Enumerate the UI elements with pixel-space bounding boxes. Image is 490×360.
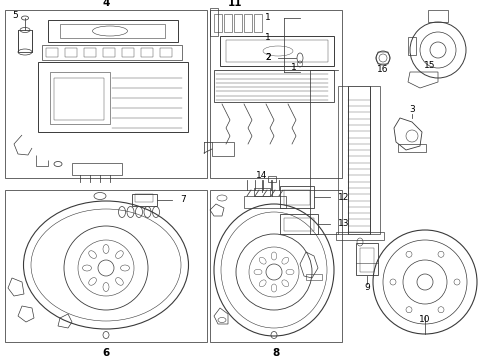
Bar bbox=[280, 214, 318, 234]
Text: 9: 9 bbox=[364, 284, 370, 292]
Bar bbox=[356, 243, 378, 275]
Text: 1: 1 bbox=[291, 63, 297, 72]
Bar bbox=[234, 14, 242, 32]
Text: 11: 11 bbox=[228, 0, 242, 8]
Bar bbox=[224, 14, 232, 32]
Bar bbox=[5, 10, 207, 178]
Bar bbox=[244, 196, 286, 208]
Text: 2: 2 bbox=[265, 54, 271, 63]
Bar bbox=[214, 14, 222, 32]
Text: 7: 7 bbox=[180, 195, 186, 204]
Bar bbox=[60, 24, 165, 38]
Bar bbox=[72, 163, 122, 175]
Text: 15: 15 bbox=[424, 62, 436, 71]
Text: 5: 5 bbox=[12, 12, 18, 21]
Text: 13: 13 bbox=[338, 220, 349, 229]
Bar bbox=[141, 48, 153, 57]
Bar bbox=[284, 190, 310, 205]
Text: 3: 3 bbox=[409, 105, 415, 114]
Bar bbox=[5, 190, 207, 342]
Bar bbox=[284, 218, 314, 231]
Bar bbox=[306, 274, 322, 280]
Bar bbox=[38, 62, 188, 132]
Bar bbox=[428, 10, 448, 22]
Bar bbox=[54, 78, 104, 120]
Bar bbox=[254, 14, 262, 32]
Bar bbox=[65, 48, 77, 57]
Text: 10: 10 bbox=[419, 315, 431, 324]
Bar bbox=[370, 86, 380, 234]
Text: 16: 16 bbox=[377, 64, 389, 73]
Bar bbox=[408, 37, 416, 55]
Bar bbox=[103, 48, 115, 57]
Bar bbox=[210, 10, 342, 178]
Bar bbox=[46, 48, 58, 57]
Bar bbox=[210, 190, 342, 342]
Text: 2: 2 bbox=[265, 54, 271, 63]
Bar bbox=[42, 45, 182, 60]
Bar bbox=[226, 40, 328, 62]
Bar bbox=[338, 86, 348, 234]
Bar bbox=[280, 186, 314, 208]
Bar bbox=[336, 232, 384, 240]
Text: 4: 4 bbox=[102, 0, 110, 8]
Bar bbox=[50, 72, 110, 124]
Bar bbox=[210, 8, 218, 36]
Bar bbox=[214, 70, 334, 102]
Text: 1: 1 bbox=[265, 33, 271, 42]
Text: 8: 8 bbox=[272, 348, 280, 358]
Bar bbox=[132, 194, 157, 206]
Bar bbox=[220, 36, 334, 66]
Bar bbox=[244, 14, 252, 32]
Text: 1: 1 bbox=[265, 13, 271, 22]
Bar bbox=[268, 176, 276, 182]
Text: 6: 6 bbox=[102, 348, 110, 358]
Bar bbox=[18, 30, 32, 52]
Text: 14: 14 bbox=[256, 171, 268, 180]
Bar bbox=[212, 142, 234, 156]
Text: 12: 12 bbox=[338, 193, 349, 202]
Bar bbox=[360, 248, 374, 272]
Bar bbox=[48, 20, 178, 42]
Bar bbox=[122, 48, 134, 57]
Bar bbox=[84, 48, 96, 57]
Bar bbox=[348, 86, 370, 234]
Bar bbox=[160, 48, 172, 57]
Bar bbox=[254, 188, 270, 196]
Bar bbox=[398, 144, 426, 152]
Bar bbox=[135, 194, 153, 202]
